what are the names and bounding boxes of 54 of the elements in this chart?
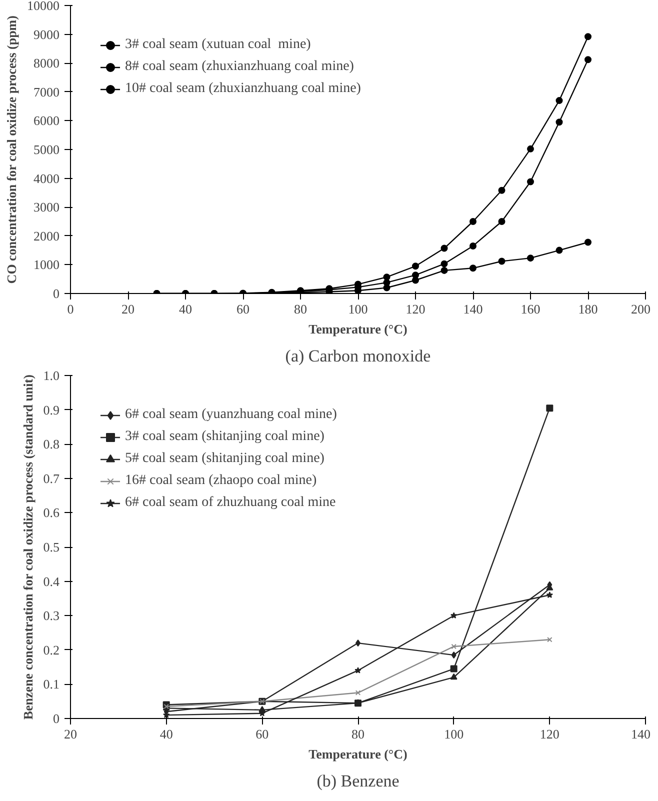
legend-label: 3# coal seam (xutuan coal mine) (125, 37, 311, 53)
x-tick-label: 80 (294, 302, 307, 316)
x-tick-label: 120 (406, 302, 426, 316)
text: (b) Benzene (316, 772, 400, 790)
x-tick-label: 60 (236, 302, 250, 316)
y-tick-label: 0 (53, 286, 60, 301)
x-tick-label: 20 (122, 302, 134, 316)
x-tick-label: 40 (160, 726, 173, 742)
y-tick-label: 1000 (34, 257, 60, 272)
legend-label: 8# coal seam (zhuxianzhuang coal mine) (125, 59, 354, 75)
x-tick-label: 180 (578, 302, 598, 316)
y-tick-label: 1.0 (43, 368, 60, 383)
y-axis-title: Benzene concentration for coal oxidize process (standard unit) (20, 374, 36, 720)
x-axis-title: Temperature (°C) (308, 746, 408, 762)
y-tick-label: 2000 (34, 228, 60, 244)
y-tick-label: 0.4 (43, 574, 60, 589)
x-tick-label: 140 (463, 302, 483, 316)
x-tick-label: 100 (444, 726, 464, 742)
y-tick-label: 0.9 (43, 402, 60, 418)
y-tick-label: 4000 (34, 170, 60, 186)
text: (a) Carbon monoxide (285, 346, 431, 366)
x-tick-label: 200 (631, 302, 650, 316)
y-tick-label: 0.1 (43, 676, 60, 692)
x-axis-title: Temperature (°C) (308, 322, 408, 336)
y-tick-label: 0.6 (43, 505, 60, 520)
x-tick-label: 160 (520, 302, 540, 316)
y-tick-label: 7000 (34, 84, 60, 100)
y-axis-title: CO concentration for coal oxidize process (ppm) (4, 16, 19, 284)
legend-label: 16# coal seam (zhaopo coal mine) (125, 473, 317, 489)
x-tick-label: 120 (540, 726, 560, 742)
x-tick-label: 0 (67, 302, 74, 316)
x-tick-label: 40 (179, 302, 192, 316)
y-tick-label: 0 (53, 711, 60, 726)
y-tick-label: 0.7 (43, 470, 60, 486)
y-tick-label: 0.3 (43, 608, 60, 624)
x-tick-label: 80 (352, 726, 364, 742)
y-tick-label: 0.2 (43, 642, 60, 658)
legend-label: 3# coal seam (shitanjing coal mine) (125, 429, 324, 445)
y-tick-label: 5000 (34, 142, 60, 157)
legend-label: 6# coal seam (yuanzhuang coal mine) (125, 407, 337, 423)
y-tick-label: 8000 (34, 56, 60, 71)
y-tick-label: 6000 (34, 113, 60, 128)
y-tick-label: 9000 (34, 26, 60, 42)
legend-label: 10# coal seam (zhuxianzhuang coal mine) (125, 81, 361, 97)
y-tick-label: 0.5 (43, 540, 60, 554)
x-tick-label: 100 (348, 302, 368, 316)
x-tick-label: 20 (64, 726, 77, 742)
legend-label: 6# coal seam of zhuzhuang coal mine (125, 495, 336, 511)
x-tick-label: 140 (631, 726, 650, 742)
x-tick-label: 60 (256, 726, 269, 742)
y-tick-label: 3000 (34, 200, 60, 215)
y-tick-label: 10000 (27, 0, 60, 13)
y-tick-label: 0.8 (43, 436, 60, 452)
legend-label: 5# coal seam (shitanjing coal mine) (125, 451, 324, 467)
